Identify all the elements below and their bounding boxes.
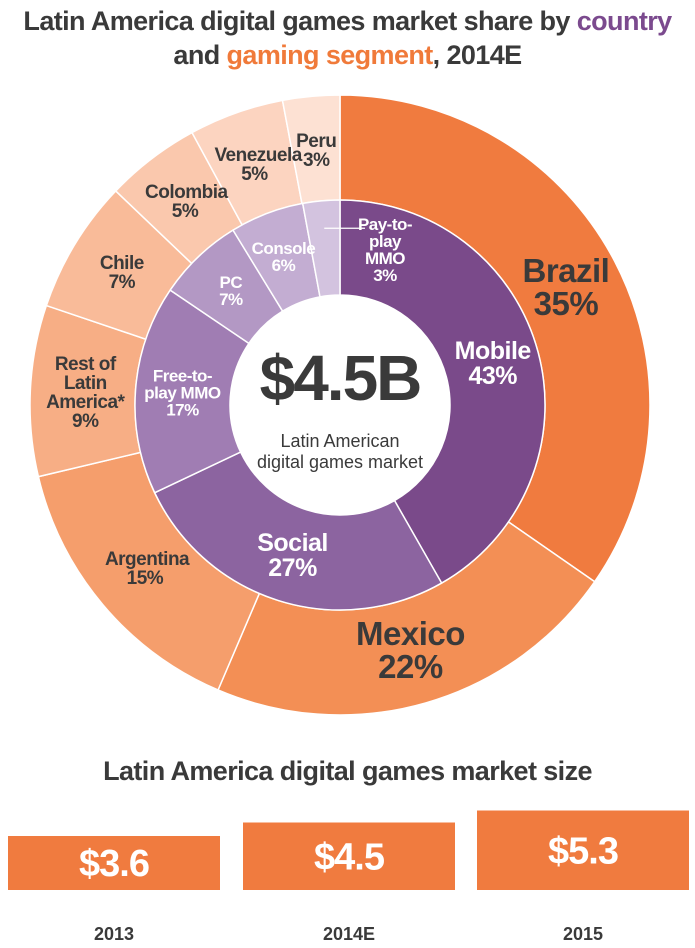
category-label: Venezuela [214,144,302,166]
bar-chart-title: Latin America digital games market size [103,756,592,786]
donut-segment [153,451,443,611]
category-label: Free-to-play MMO [144,366,221,403]
center-label: Latin American digital games market [256,431,424,472]
outer-label: Argentina 15% [104,549,190,590]
value-label: 17% [166,400,199,420]
bar [243,822,455,890]
value-label: 5% [241,163,268,185]
center-circle [232,297,448,513]
category-label: Mexico [356,615,465,653]
category-label: Colombia [145,182,228,204]
donut-segment [339,199,546,585]
category-label: Pay-to-play MMO [357,215,413,268]
value-label: 3% [303,150,330,172]
category-label: Chile [99,252,144,274]
value-label: 7% [219,289,243,309]
value-label: 9% [72,411,99,433]
category-label: Mobile [454,337,532,366]
donut-segment [301,199,341,298]
inner-label: Mobile 43% [418,339,568,389]
title-part: country [576,6,672,36]
x-tick-label: 2015 [563,924,603,944]
title-part: gaming segment [226,40,434,70]
category-label: Social [257,528,328,557]
category-label: Rest of Latin America* [46,354,125,414]
chart-title: Latin America digital games market share… [0,4,695,72]
x-tick-label: 2014E [323,924,375,944]
inner-label: PC 7% [191,274,271,308]
category-label: Brazil [522,251,610,289]
inner-label: Console 6% [243,240,323,274]
outer-label: Colombia 5% [145,182,228,223]
value-label: 27% [268,553,317,582]
inner-label: Free-to-play MMO 17% [142,367,222,418]
category-label: Console [251,239,316,259]
outer-label: Rest of Latin America* 9% [45,355,125,431]
x-tick-label: 2013 [94,924,134,944]
value-label: 3% [373,266,397,285]
bar [8,836,220,890]
value-label: $5.3 [548,830,618,872]
value-label: 22% [378,648,443,686]
outer-label: Mexico 22% [335,617,485,683]
value-label: 6% [271,256,296,276]
value-label: $3.6 [79,843,149,885]
value-label: 35% [533,284,599,322]
outer-label: Chile 7% [82,254,162,292]
inner-label: Social 27% [218,528,368,582]
title-part: , 2014E [432,40,522,70]
title-part: Latin America digital games market share… [23,6,577,36]
category-label: Argentina [104,549,190,571]
inner-label: Pay-to-play MMO 3% [354,216,416,284]
value-label: $4.5 [314,836,385,878]
value-label: 5% [171,201,199,223]
value-label: 15% [126,568,164,590]
value-label: 43% [468,362,517,391]
title-part: and [173,40,227,70]
center-value: $4.5B [259,342,423,414]
outer-label: Venezuela 5% [214,144,302,185]
category-label: Peru [296,131,337,153]
outer-label: Peru 3% [276,132,356,170]
value-label: 7% [108,271,136,293]
donut-chart [29,94,651,716]
category-label: PC [219,272,243,292]
bar [477,810,689,890]
outer-label: Brazil 35% [491,254,641,320]
